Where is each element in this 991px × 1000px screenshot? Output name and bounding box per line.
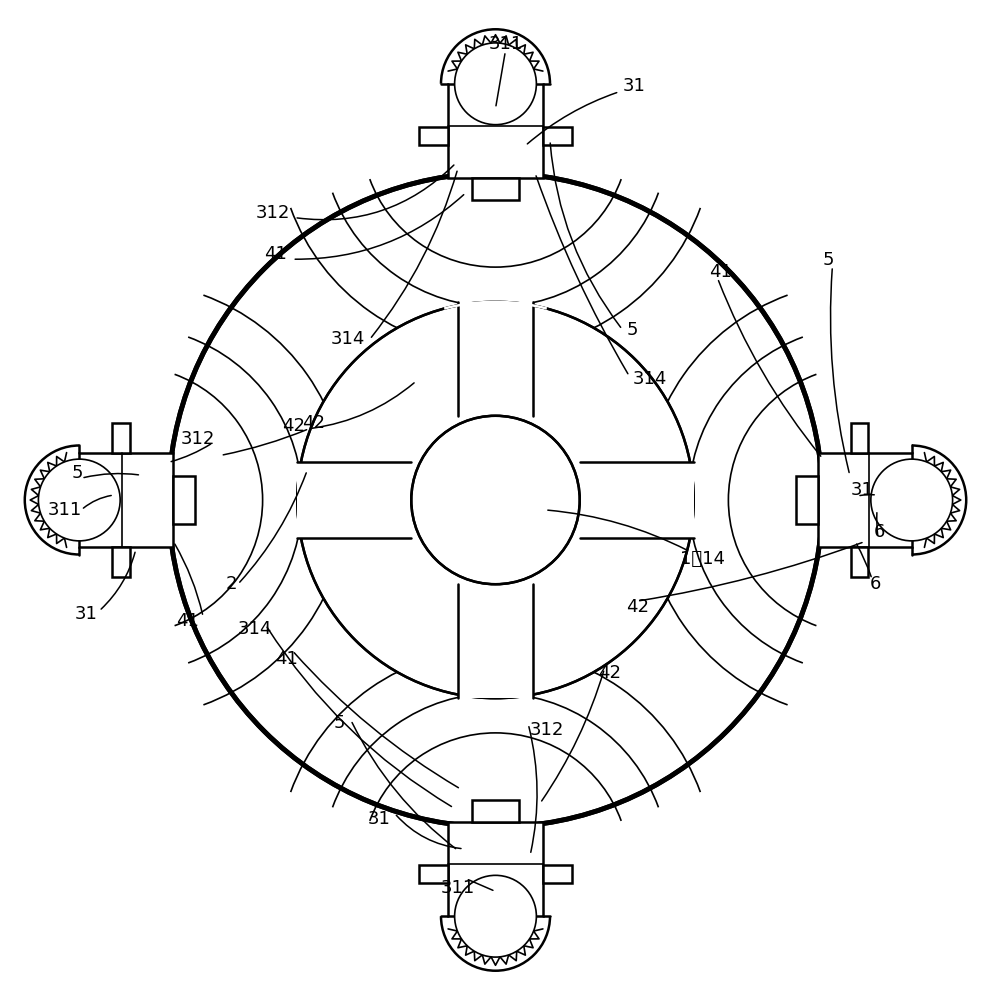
- Text: 41: 41: [176, 612, 199, 630]
- Text: 312: 312: [530, 721, 565, 739]
- Circle shape: [411, 416, 580, 584]
- Text: 42: 42: [626, 598, 649, 616]
- Text: 5: 5: [626, 321, 638, 339]
- Circle shape: [297, 302, 694, 698]
- Bar: [818, 453, 912, 547]
- Bar: [472, 800, 519, 822]
- Bar: [458, 302, 533, 416]
- Text: 6: 6: [870, 575, 881, 593]
- Bar: [418, 865, 448, 883]
- Text: 41: 41: [275, 650, 298, 668]
- Bar: [297, 462, 411, 538]
- Text: 42: 42: [302, 414, 325, 432]
- Text: 314: 314: [330, 330, 365, 348]
- Circle shape: [455, 43, 536, 125]
- Bar: [543, 127, 573, 145]
- Bar: [79, 453, 173, 547]
- Circle shape: [168, 173, 823, 827]
- Text: 314: 314: [238, 620, 273, 638]
- Text: 5: 5: [823, 251, 834, 269]
- Bar: [850, 423, 868, 453]
- Circle shape: [455, 875, 536, 957]
- Bar: [173, 476, 195, 524]
- Text: 42: 42: [282, 417, 305, 435]
- Text: 2: 2: [226, 575, 238, 593]
- Bar: [850, 547, 868, 577]
- Text: 312: 312: [256, 204, 290, 222]
- Text: 311: 311: [48, 501, 82, 519]
- Bar: [543, 865, 573, 883]
- Bar: [418, 127, 448, 145]
- Text: 41: 41: [709, 263, 731, 281]
- Text: 311: 311: [489, 35, 522, 53]
- Text: 31: 31: [74, 605, 97, 623]
- Text: 31: 31: [850, 481, 873, 499]
- Bar: [448, 84, 543, 178]
- Circle shape: [871, 459, 952, 541]
- Text: 31: 31: [368, 810, 390, 828]
- Text: 6: 6: [874, 523, 885, 541]
- Bar: [112, 547, 130, 577]
- Text: 41: 41: [265, 245, 287, 263]
- Bar: [472, 178, 519, 200]
- Bar: [580, 462, 694, 538]
- Text: 42: 42: [598, 664, 620, 682]
- Text: 312: 312: [180, 430, 215, 448]
- Text: 1，14: 1，14: [680, 550, 724, 568]
- Text: 311: 311: [441, 879, 475, 897]
- Bar: [112, 423, 130, 453]
- Text: 31: 31: [622, 77, 645, 95]
- Text: 314: 314: [632, 370, 667, 388]
- Bar: [796, 476, 818, 524]
- Bar: [448, 822, 543, 916]
- Circle shape: [39, 459, 120, 541]
- Text: 5: 5: [71, 464, 83, 482]
- Text: 5: 5: [333, 714, 345, 732]
- Bar: [458, 584, 533, 698]
